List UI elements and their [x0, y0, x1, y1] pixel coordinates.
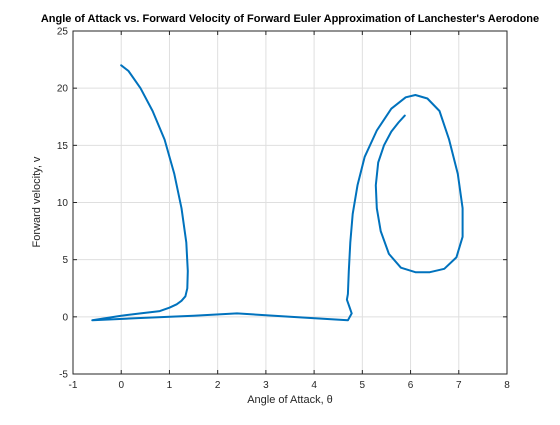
- y-axis-label: Forward velocity, v: [31, 156, 43, 247]
- x-tick-label: 4: [311, 380, 317, 391]
- y-tick-label: 10: [57, 198, 69, 209]
- x-tick-label: 6: [408, 380, 414, 391]
- series-layer: [91, 64, 464, 322]
- tick-labels: -1 0 1 2 3 4 5 6 7 8 -5 0 5 10 15 20 25: [57, 27, 510, 392]
- x-tick-label: 5: [360, 380, 366, 391]
- x-tick-label: 0: [118, 380, 124, 391]
- x-tick-label: 2: [215, 380, 221, 391]
- y-tick-label: 20: [57, 84, 69, 95]
- y-tick-label: 5: [62, 255, 68, 266]
- chart-title: Angle of Attack vs. Forward Velocity of …: [41, 13, 539, 25]
- x-tick-label: 8: [504, 380, 510, 391]
- x-tick-label: 3: [263, 380, 269, 391]
- series-line: [91, 64, 464, 322]
- ticks: [72, 30, 508, 375]
- x-tick-label: 1: [167, 380, 173, 391]
- y-tick-label: 25: [57, 27, 69, 38]
- y-tick-label: -5: [59, 370, 68, 381]
- x-axis-label: Angle of Attack, θ: [247, 394, 333, 406]
- x-tick-label: -1: [69, 380, 78, 391]
- x-tick-label: 7: [456, 380, 462, 391]
- y-tick-label: 0: [62, 312, 68, 323]
- y-tick-label: 15: [57, 141, 69, 152]
